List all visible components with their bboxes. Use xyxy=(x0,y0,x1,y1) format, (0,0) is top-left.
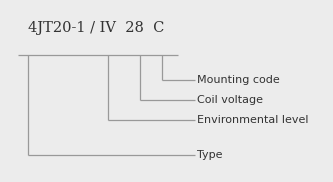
Text: Coil voltage: Coil voltage xyxy=(197,95,263,105)
Text: Mounting code: Mounting code xyxy=(197,75,280,85)
Text: Type: Type xyxy=(197,150,222,160)
Text: Environmental level: Environmental level xyxy=(197,115,308,125)
Text: 4JT20-1 / IV  28  C: 4JT20-1 / IV 28 C xyxy=(28,21,165,35)
